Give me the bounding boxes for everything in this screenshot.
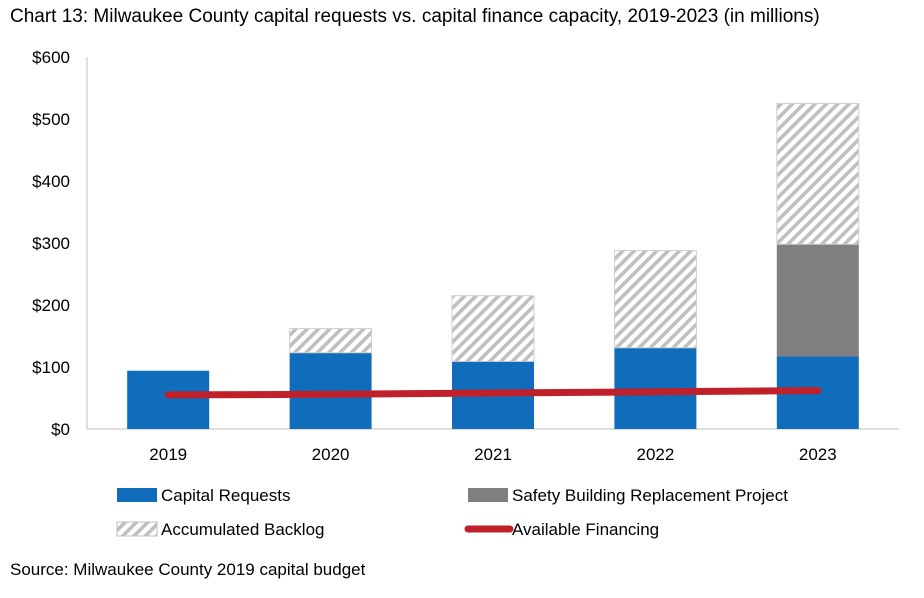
legend-capital-requests-label: Capital Requests <box>161 486 290 505</box>
x-axis: 2019 2020 2021 2022 2023 <box>87 428 899 464</box>
x-tick-label: 2019 <box>149 445 187 464</box>
y-tick-label: $600 <box>32 48 70 67</box>
legend-capital-requests-swatch <box>117 488 157 502</box>
bar-accumulated-backlog <box>776 103 860 245</box>
y-tick-label: $500 <box>32 110 70 129</box>
x-tick-label: 2020 <box>312 445 350 464</box>
x-tick-label: 2023 <box>799 445 837 464</box>
x-tick-label: 2021 <box>474 445 512 464</box>
source-note: Source: Milwaukee County 2019 capital bu… <box>10 560 366 579</box>
legend-available-financing-label: Available Financing <box>512 520 659 539</box>
y-axis: $0 $100 $200 $300 $400 $500 $600 <box>32 48 88 439</box>
y-tick-label: $0 <box>51 420 70 439</box>
legend: Capital Requests Safety Building Replacem… <box>116 486 788 539</box>
bar-capital-requests <box>127 370 210 429</box>
x-tick-label: 2022 <box>636 445 674 464</box>
y-tick-label: $400 <box>32 172 70 191</box>
line-available-financing <box>164 387 822 399</box>
y-tick-label: $100 <box>32 358 70 377</box>
bar-safety-building-replacement-project <box>776 244 859 357</box>
legend-accumulated-backlog-swatch <box>116 521 158 537</box>
y-tick-label: $300 <box>32 234 70 253</box>
legend-safety-building-replacement-project-label: Safety Building Replacement Project <box>512 486 788 505</box>
legend-accumulated-backlog-label: Accumulated Backlog <box>161 520 324 539</box>
legend-safety-building-replacement-project-swatch <box>468 488 508 502</box>
bar-accumulated-backlog <box>451 295 535 362</box>
chart-title: Chart 13: Milwaukee County capital reque… <box>10 6 820 27</box>
bar-accumulated-backlog <box>613 249 697 349</box>
bars <box>127 103 860 429</box>
line-layer <box>164 387 822 399</box>
bar-accumulated-backlog <box>289 328 373 354</box>
y-tick-label: $200 <box>32 296 70 315</box>
